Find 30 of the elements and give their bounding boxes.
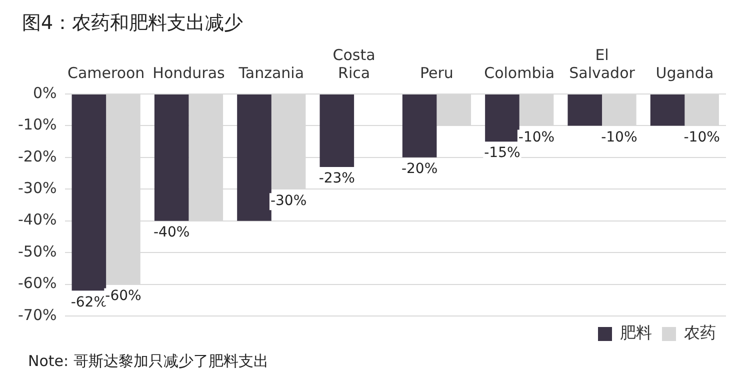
x-tick-label: Tanzania <box>238 64 304 82</box>
data-label: -23% <box>318 170 355 187</box>
y-tick-label: 0% <box>32 84 57 102</box>
chart-title: 图4：农药和肥料支出减少 <box>22 11 244 36</box>
data-label: -15% <box>484 145 520 162</box>
x-tick-label: El Salvador <box>569 46 636 82</box>
y-tick-label: -30% <box>18 179 57 198</box>
y-tick-label: -10% <box>18 116 57 134</box>
y-tick-label: -60% <box>18 274 57 292</box>
y-tick-label: -50% <box>18 242 57 260</box>
legend-label: 肥料 <box>620 323 652 342</box>
data-label: -30% <box>270 192 307 209</box>
x-tick-label: Honduras <box>152 64 225 82</box>
data-label: -60% <box>105 288 142 304</box>
legend-label: 农药 <box>684 323 716 342</box>
y-tick-label: -20% <box>18 147 57 166</box>
text: Note: 哥斯达黎加只减少了肥料支出 <box>28 352 268 371</box>
x-tick-label: Colombia <box>484 64 555 82</box>
x-tick-label: Peru <box>420 64 454 82</box>
y-tick-label: -40% <box>18 210 57 229</box>
data-label: -10% <box>601 129 638 146</box>
y-tick-label: -70% <box>18 306 57 324</box>
data-label: -40% <box>154 224 190 240</box>
data-label: -20% <box>401 161 438 178</box>
x-tick-label: Cameroon <box>67 64 145 82</box>
x-tick-label: Costa Rica <box>332 46 376 82</box>
x-tick-label: Uganda <box>656 64 714 82</box>
data-label: -10% <box>684 129 720 146</box>
data-label: -62% <box>70 294 108 310</box>
data-label: -10% <box>518 129 555 146</box>
